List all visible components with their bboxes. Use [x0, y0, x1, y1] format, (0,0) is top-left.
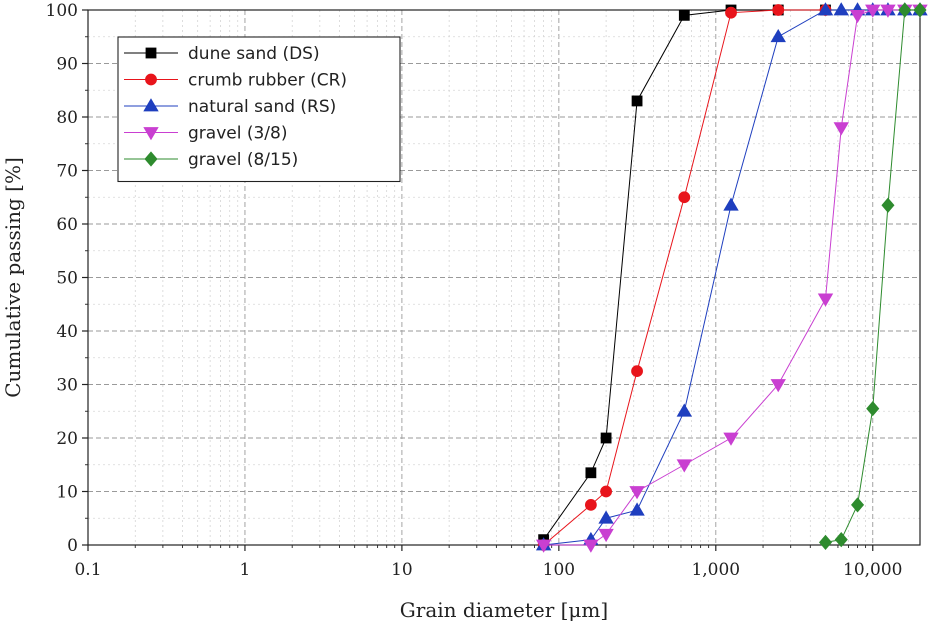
- data-point: [585, 467, 597, 479]
- data-point: [770, 379, 786, 393]
- x-tick-label: 0.1: [74, 560, 101, 580]
- data-point: [833, 122, 849, 136]
- legend-item: crumb rubber (CR): [124, 71, 347, 91]
- series-layer: [535, 2, 928, 553]
- data-point: [676, 459, 693, 473]
- data-point: [598, 510, 614, 524]
- y-tick-label: 70: [56, 162, 78, 182]
- series-4: [818, 2, 927, 550]
- grid: [88, 10, 920, 545]
- data-point: [535, 539, 552, 553]
- legend-marker: [144, 151, 158, 167]
- data-point: [881, 197, 895, 213]
- x-tick-label: 10: [391, 560, 413, 580]
- y-tick-label: 90: [56, 55, 78, 75]
- y-axis-title: Cumulative passing [%]: [1, 157, 25, 398]
- legend-item: gravel (3/8): [124, 124, 287, 144]
- axes: 0.1 1 10 100 1,000 10,000 0 10 20 30 40 50 60 70 80 90 1…: [46, 1, 903, 580]
- data-point: [598, 528, 614, 543]
- data-point: [772, 4, 785, 16]
- y-tick-label: 10: [56, 483, 78, 503]
- y-tick-label: 50: [56, 269, 78, 289]
- legend-item: natural sand (RS): [124, 97, 336, 117]
- y-tick-label: 30: [56, 376, 78, 396]
- y-tick-label: 60: [56, 215, 78, 235]
- y-tick-label: 20: [56, 429, 78, 449]
- data-point: [818, 534, 833, 550]
- data-point: [880, 4, 896, 18]
- legend-marker: [143, 98, 159, 112]
- data-point: [851, 497, 865, 513]
- legend-label: gravel (3/8): [188, 124, 287, 144]
- data-point: [631, 95, 643, 107]
- data-point: [678, 191, 691, 204]
- data-point: [833, 2, 849, 16]
- data-point: [865, 4, 881, 18]
- y-tick-label: 0: [67, 536, 78, 556]
- data-point: [629, 486, 645, 500]
- data-point: [600, 485, 612, 498]
- data-point: [600, 432, 612, 444]
- data-point: [583, 539, 599, 553]
- data-point: [725, 6, 737, 19]
- legend-item: dune sand (DS): [124, 44, 320, 64]
- data-point: [584, 498, 597, 511]
- legend-label: gravel (8/15): [188, 150, 298, 170]
- data-point: [898, 2, 912, 18]
- data-point: [678, 9, 690, 21]
- data-point: [849, 9, 866, 24]
- data-point: [629, 502, 645, 516]
- legend-label: dune sand (DS): [188, 44, 320, 64]
- y-tick-label: 100: [46, 1, 78, 21]
- data-point: [817, 293, 834, 307]
- data-point: [817, 2, 834, 16]
- data-point: [723, 432, 739, 446]
- y-tick-label: 80: [56, 108, 78, 128]
- data-point: [866, 400, 880, 417]
- x-tick-label: 10,000: [843, 560, 902, 580]
- y-tick-label: 40: [56, 322, 78, 342]
- x-tick-label: 1: [240, 560, 251, 580]
- legend-marker: [143, 127, 159, 141]
- legend-box: [117, 36, 401, 183]
- legend: dune sand (DS) crumb rubber (CR) natural s…: [117, 36, 401, 183]
- x-tick-label: 1,000: [691, 560, 740, 580]
- data-point: [676, 403, 693, 417]
- data-point: [723, 197, 739, 211]
- legend-marker: [145, 47, 157, 59]
- data-point: [834, 532, 848, 548]
- legend-marker: [145, 73, 157, 86]
- data-point: [913, 2, 927, 18]
- legend-label: natural sand (RS): [188, 97, 336, 117]
- x-tick-label: 100: [543, 560, 575, 580]
- x-axis-title: Grain diameter [μm]: [400, 598, 608, 622]
- data-point: [770, 28, 786, 43]
- legend-item: gravel (8/15): [124, 150, 298, 170]
- legend-label: crumb rubber (CR): [188, 71, 347, 91]
- data-point: [631, 365, 643, 378]
